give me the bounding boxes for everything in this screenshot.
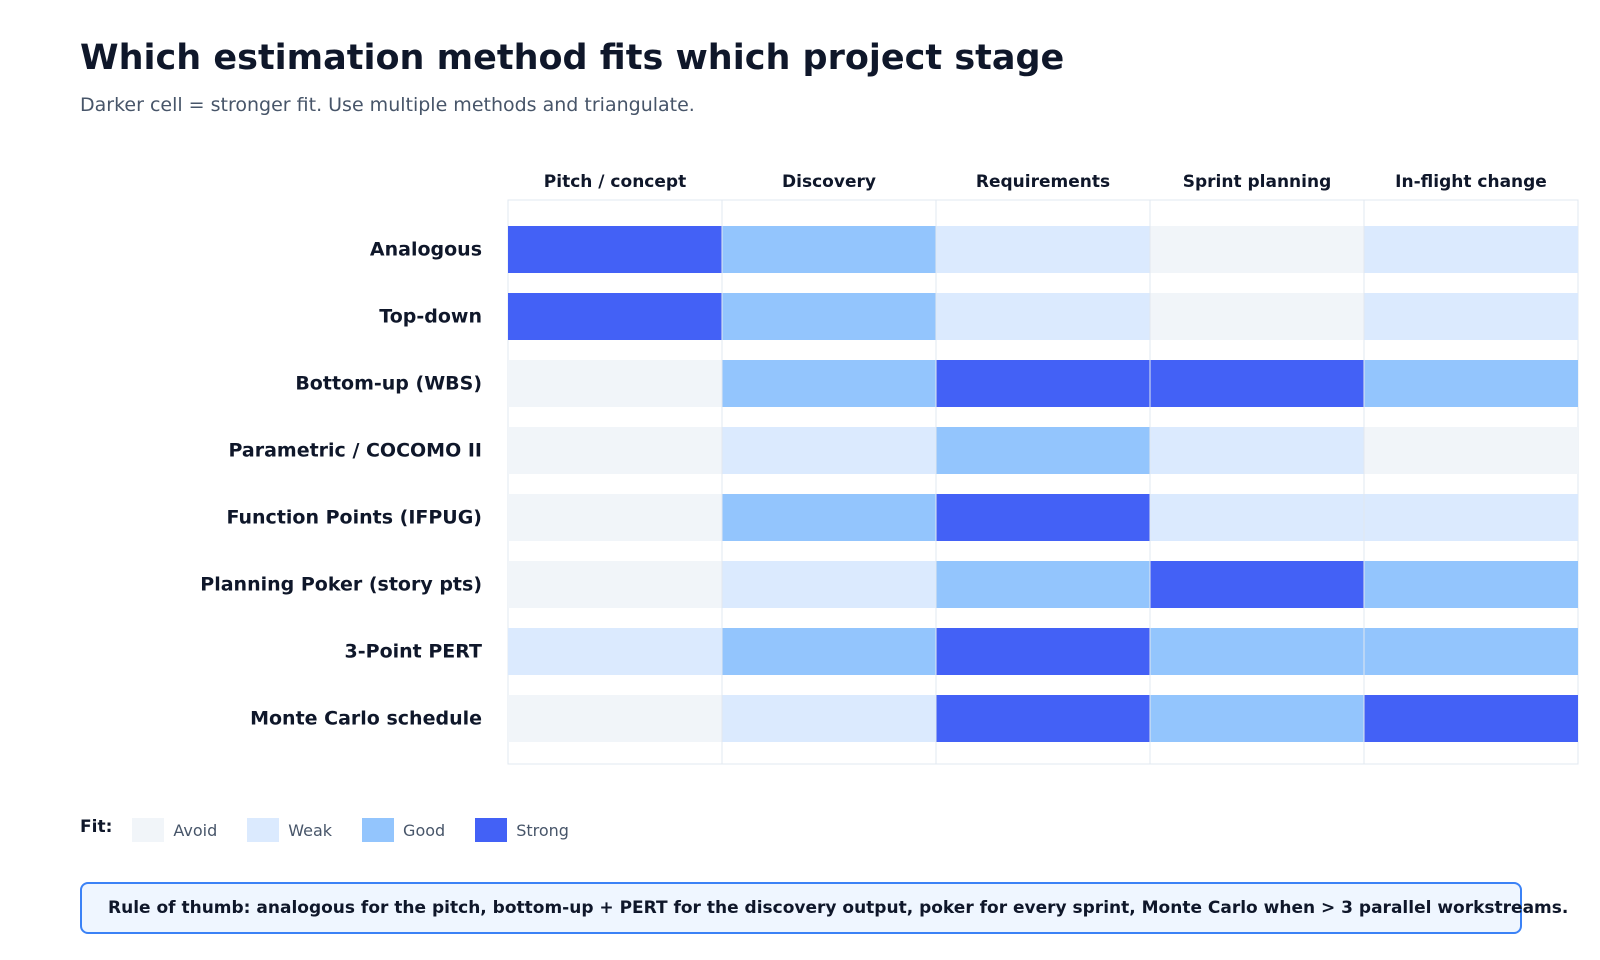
legend-swatch-good xyxy=(362,818,395,842)
grid-frame xyxy=(507,199,1579,765)
heatmap-cell xyxy=(508,628,722,675)
heatmap-cell xyxy=(508,494,722,541)
column-header: Sprint planning xyxy=(1183,172,1332,192)
heatmap-cell xyxy=(1150,226,1364,273)
callout-text: Rule of thumb: analogous for the pitch, … xyxy=(108,898,1569,918)
legend-label-weak: Weak xyxy=(288,820,333,840)
heatmap-cell xyxy=(936,427,1150,474)
heatmap-cell xyxy=(1364,494,1578,541)
heatmap-cell xyxy=(1364,695,1578,742)
row-label: Monte Carlo schedule xyxy=(250,708,482,730)
heatmap-cell xyxy=(722,293,936,340)
heatmap-cell xyxy=(722,427,936,474)
heatmap-cell xyxy=(1150,561,1364,608)
row-label: Analogous xyxy=(370,239,482,261)
chart-title: Which estimation method fits which proje… xyxy=(80,38,1065,78)
chart-subtitle: Darker cell = stronger fit. Use multiple… xyxy=(80,94,695,116)
heatmap-chart: Pitch / concept Discovery Requirements Spri… xyxy=(200,172,1579,765)
legend-label-avoid: Avoid xyxy=(173,820,218,840)
row-label: Function Points (IFPUG) xyxy=(226,507,482,529)
heatmap-cell xyxy=(722,695,936,742)
heatmap-cell xyxy=(936,561,1150,608)
heatmap-cell xyxy=(1150,360,1364,407)
legend-item-good: Good xyxy=(362,818,445,842)
legend-swatch-weak xyxy=(247,818,280,842)
heatmap-cell xyxy=(1150,695,1364,742)
legend-label-good: Good xyxy=(403,820,446,840)
heatmap-cell xyxy=(508,360,722,407)
heatmap-cell xyxy=(508,561,722,608)
legend-item-strong: Strong xyxy=(475,818,569,842)
column-header: In-flight change xyxy=(1395,172,1547,192)
legend: Fit: Avoid Weak Good Strong xyxy=(80,817,599,842)
heatmap-cell xyxy=(1364,427,1578,474)
row-label: Bottom-up (WBS) xyxy=(295,373,482,395)
heatmap-cell xyxy=(936,360,1150,407)
legend-swatch-avoid xyxy=(132,818,165,842)
heatmap-cell xyxy=(936,293,1150,340)
rule-of-thumb-callout: Rule of thumb: analogous for the pitch, … xyxy=(80,882,1568,934)
row-label: Parametric / COCOMO II xyxy=(228,440,482,462)
heatmap-cell xyxy=(1364,360,1578,407)
row-label: 3-Point PERT xyxy=(345,641,483,663)
heatmap-cell xyxy=(508,226,722,273)
heatmap-cell xyxy=(1364,226,1578,273)
heatmap-cell xyxy=(936,628,1150,675)
heatmap-cell xyxy=(722,628,936,675)
heatmap-cell xyxy=(1364,628,1578,675)
legend-item-weak: Weak xyxy=(247,818,332,842)
column-header: Discovery xyxy=(782,172,876,192)
row-label: Planning Poker (story pts) xyxy=(200,574,482,596)
heatmap-cell xyxy=(722,226,936,273)
heatmap-cell xyxy=(508,293,722,340)
legend-swatch-strong xyxy=(475,818,508,842)
heatmap-cell xyxy=(936,226,1150,273)
heatmap-cell xyxy=(722,561,936,608)
column-header: Pitch / concept xyxy=(544,172,686,192)
heatmap-cell xyxy=(508,427,722,474)
heatmap-cell xyxy=(1150,628,1364,675)
heatmap-cell xyxy=(1150,427,1364,474)
legend-item-avoid: Avoid xyxy=(132,818,217,842)
heatmap-cell xyxy=(1150,494,1364,541)
row-label: Top-down xyxy=(379,306,482,328)
heatmap-cell xyxy=(722,494,936,541)
column-header: Requirements xyxy=(976,172,1110,192)
heatmap-cell xyxy=(1364,293,1578,340)
legend-label-strong: Strong xyxy=(516,820,569,840)
heatmap-cell xyxy=(1364,561,1578,608)
heatmap-cell xyxy=(936,695,1150,742)
heatmap-cell xyxy=(936,494,1150,541)
legend-title: Fit: xyxy=(80,817,113,837)
heatmap-cell xyxy=(722,360,936,407)
heatmap-cell xyxy=(508,695,722,742)
heatmap-cell xyxy=(1150,293,1364,340)
